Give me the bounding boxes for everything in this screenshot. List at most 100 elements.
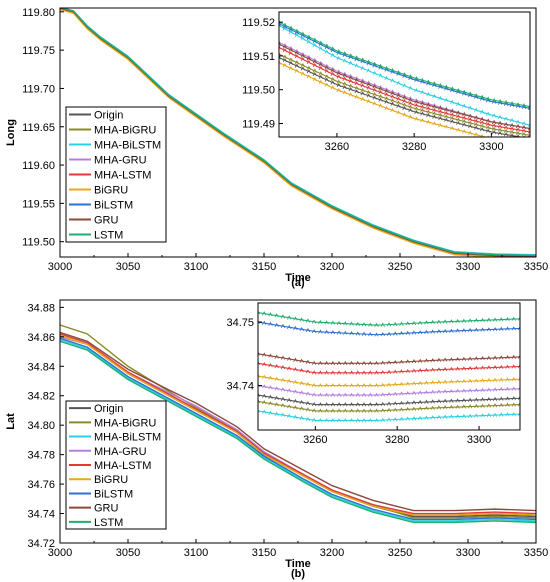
inset-series-mha-bigru-marker	[300, 62, 306, 68]
inset-series-gru-marker	[336, 360, 342, 366]
inset-series-origin-marker	[474, 125, 479, 130]
inset-series-origin-marker	[324, 77, 329, 82]
inset-series-lstm-marker	[287, 315, 292, 320]
inset-series-lstm-marker	[426, 79, 431, 84]
inset-series-origin-marker	[374, 402, 379, 407]
inset-series-bigru-marker	[305, 381, 311, 387]
inset-series-bilstm-marker	[436, 329, 442, 334]
legend-label-mha-gru: MHA-GRU	[94, 155, 147, 167]
inset-series-origin-marker	[396, 103, 401, 108]
inset-series-mha-gru-marker	[305, 391, 311, 396]
x-tick-label: 3250	[388, 547, 412, 559]
inset-series-mha-bigru-marker	[378, 94, 383, 99]
inset-series-lstm-marker	[299, 317, 304, 322]
inset-series-lstm-marker	[456, 88, 461, 93]
inset-series-mha-lstm-marker	[420, 104, 425, 109]
x-tick-label: 3300	[456, 547, 480, 559]
inset-series-gru-marker	[280, 355, 286, 360]
inset-series-mha-lstm-marker	[499, 364, 504, 370]
inset-series-origin-marker	[438, 116, 443, 121]
inset-series-mha-lstm-marker	[299, 368, 304, 373]
inset-series-gru-marker	[527, 126, 530, 131]
inset-series-mha-bigru-marker	[444, 114, 449, 119]
y-tick-label: 119.75	[22, 45, 55, 57]
inset-series-gru-marker	[311, 360, 317, 365]
inset-series-bigru-marker	[467, 378, 473, 383]
inset-series-mha-bigru-marker	[318, 71, 323, 76]
inset-series-gru-marker	[411, 358, 417, 364]
inset-series-gru-marker	[318, 360, 323, 366]
inset-series-mha-lstm-marker	[294, 53, 300, 59]
inset-series-lstm-marker	[342, 51, 347, 56]
inset-series-mha-gru-marker	[378, 84, 383, 90]
inset-series-origin-marker	[424, 399, 429, 404]
inset-series-mha-lstm-marker	[474, 365, 479, 370]
inset-series-origin-marker	[509, 133, 515, 137]
inset-series-mha-bigru-marker	[311, 408, 317, 413]
inset-series-lstm-marker	[449, 319, 454, 324]
inset-series-mha-lstm-marker	[438, 109, 443, 114]
inset-series-bigru-marker	[396, 110, 401, 115]
inset-series-origin-marker	[311, 401, 317, 407]
inset-series-mha-bilstm-marker	[330, 52, 335, 58]
inset-series-gru-marker	[486, 118, 491, 123]
inset-series-origin-marker	[432, 114, 437, 119]
inset-series-bigru-marker	[258, 373, 261, 378]
inset-series-lstm-marker	[411, 320, 417, 326]
inset-series-mha-gru-marker	[393, 391, 398, 396]
inset-series-origin-marker	[393, 401, 398, 406]
series-line-bilstm	[60, 337, 536, 521]
inset-series-bigru-marker	[300, 71, 306, 76]
inset-series-origin-marker	[467, 397, 473, 402]
inset-series-mha-lstm-marker	[349, 370, 354, 375]
inset-series-bilstm-marker	[280, 323, 286, 328]
inset-series-origin-marker	[455, 398, 460, 403]
inset-series-gru-marker	[393, 359, 398, 365]
inset-series-gru-marker	[517, 354, 520, 359]
inset-series-bilstm-marker	[361, 331, 367, 336]
inset-series-mha-bigru-marker	[521, 131, 527, 137]
inset-series-mha-gru-marker	[511, 386, 516, 391]
inset-series-mha-bilstm-marker	[293, 414, 298, 419]
inset-series-origin-marker	[449, 398, 454, 403]
inset-series-gru-marker	[354, 77, 359, 82]
inset-series-bigru-marker	[282, 63, 288, 68]
inset-series-origin-marker	[503, 132, 509, 137]
inset-series-mha-lstm-marker	[348, 78, 353, 84]
inset-series-mha-lstm-marker	[436, 367, 442, 372]
inset-series-bigru-marker	[390, 107, 395, 113]
series-line-mha-bilstm	[60, 339, 536, 522]
inset-series-origin-marker	[378, 97, 383, 102]
inset-series-lstm-marker	[474, 318, 479, 323]
inset-series-lstm-marker	[509, 101, 515, 106]
inset-series-mha-gru-marker	[330, 392, 336, 397]
inset-series-lstm-marker	[396, 69, 401, 75]
inset-series-lstm-marker	[258, 310, 261, 315]
inset-series-mha-bilstm-marker	[402, 83, 407, 88]
y-tick-label: 34.86	[27, 332, 55, 344]
inset-series-bilstm-marker	[430, 329, 435, 334]
inset-series-mha-gru-marker	[402, 93, 407, 99]
inset-series-origin-marker	[349, 402, 354, 407]
y-tick-label: 34.80	[27, 420, 55, 432]
inset-series-mha-gru-marker	[418, 390, 423, 395]
inset-series-mha-bigru-marker	[418, 406, 423, 411]
legend-label-mha-bigru: MHA-BiGRU	[94, 125, 156, 137]
inset-series-bilstm-marker	[293, 325, 298, 331]
inset-series-lstm-marker	[442, 319, 448, 324]
inset-series-mha-bilstm-marker	[474, 107, 479, 112]
inset-series-bigru-marker	[480, 378, 485, 383]
inset-series-gru-marker	[426, 102, 431, 108]
inset-series-mha-lstm-marker	[432, 107, 437, 113]
inset-series-mha-bilstm-marker	[318, 46, 323, 51]
inset-series-mha-gru-marker	[368, 392, 373, 397]
inset-series-origin-marker	[282, 57, 288, 63]
inset-series-mha-bigru-marker	[318, 408, 323, 413]
inset-series-mha-lstm-marker	[402, 98, 407, 104]
inset-series-lstm-marker	[274, 313, 279, 318]
inset-series-mha-bilstm-marker	[527, 122, 530, 127]
inset-series-mha-lstm-marker	[491, 123, 497, 128]
inset-series-mha-lstm-marker	[343, 370, 348, 375]
inset-series-gru-marker	[462, 112, 467, 117]
inset-series-origin-marker	[312, 71, 318, 77]
